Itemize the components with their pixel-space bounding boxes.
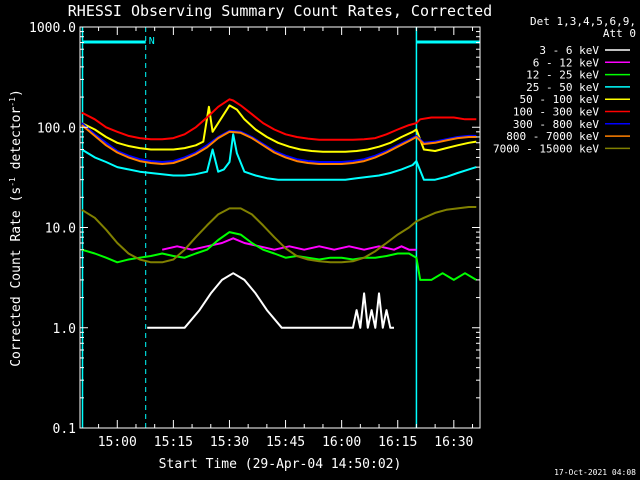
x-tick-label: 15:30 (210, 435, 249, 450)
plot-frame (79, 26, 481, 429)
series-line-6 (81, 122, 477, 163)
y-tick-label: 100.0 (37, 121, 76, 136)
footer-timestamp: 17-Oct-2021 04:08 (554, 468, 636, 477)
legend-label: 12 - 25 keV (526, 69, 599, 82)
legend-label: 7000 - 15000 keV (493, 142, 599, 155)
series-line-1 (161, 237, 417, 251)
legend-label: 25 - 50 keV (526, 81, 599, 94)
series-line-3 (81, 133, 477, 181)
series-line-5 (81, 98, 477, 141)
legend-label: 6 - 12 keV (533, 56, 600, 69)
saa-label: N (149, 36, 155, 47)
series-line-7 (81, 124, 477, 165)
legend-label: 300 - 800 keV (513, 118, 599, 131)
y-tick-label: 1000.0 (29, 21, 76, 36)
y-axis-label-part: ) (9, 89, 24, 97)
x-tick-label: 16:00 (322, 435, 361, 450)
x-tick-label: 15:45 (266, 435, 305, 450)
legend-label: 800 - 7000 keV (506, 130, 599, 143)
x-tick-label: 15:15 (154, 435, 193, 450)
series-line-0 (147, 272, 394, 329)
y-axis-label-sup: -1 (8, 177, 17, 187)
legend-header: Det 1,3,4,5,6,9, (530, 15, 636, 28)
legend-label: 50 - 100 keV (520, 93, 600, 106)
y-tick-label: 0.1 (53, 422, 76, 437)
y-tick-label: 1.0 (53, 322, 76, 337)
y-axis: 1000.0 100.0 10.0 1.0 0.1 (29, 21, 480, 437)
plot-area: N (81, 27, 480, 428)
x-tick-label: 15:00 (98, 435, 137, 450)
series-line-2 (81, 231, 477, 281)
series-line-8 (81, 206, 477, 264)
x-tick-label: 16:30 (434, 435, 473, 450)
chart-title: RHESSI Observing Summary Count Rates, Co… (68, 2, 492, 20)
y-axis-label-part: Corrected Count Rate (s (9, 187, 24, 367)
y-tick-label: 10.0 (45, 222, 76, 237)
x-tick-label: 16:15 (378, 435, 417, 450)
x-axis-label: Start Time (29-Apr-04 14:50:02) (159, 457, 402, 472)
legend-label: 100 - 300 keV (513, 106, 599, 119)
legend-header: Att 0 (603, 27, 636, 40)
y-axis-label-part: detector (9, 107, 24, 178)
legend-label: 3 - 6 keV (539, 44, 599, 57)
y-axis-label: Corrected Count Rate (s-1 detector-1) (8, 89, 24, 367)
series-line-4 (81, 104, 477, 153)
x-axis: 15:00 15:15 15:30 15:45 16:00 16:15 16:30 (98, 27, 473, 450)
y-axis-label-sup: -1 (8, 97, 17, 107)
